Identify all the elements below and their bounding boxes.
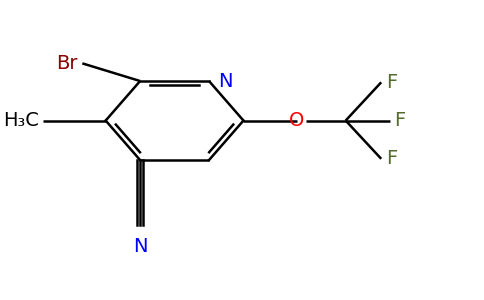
- Text: Br: Br: [57, 54, 78, 73]
- Text: H₃C: H₃C: [3, 111, 39, 130]
- Text: F: F: [386, 73, 397, 92]
- Text: F: F: [386, 149, 397, 168]
- Text: F: F: [394, 111, 406, 130]
- Text: N: N: [218, 71, 232, 91]
- Text: O: O: [289, 111, 304, 130]
- Text: N: N: [133, 237, 147, 256]
